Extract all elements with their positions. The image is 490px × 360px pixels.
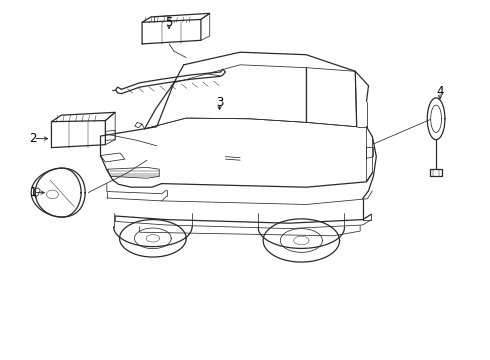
Text: 2: 2 [29, 132, 37, 145]
Text: 4: 4 [436, 85, 444, 98]
Text: 3: 3 [216, 96, 223, 109]
Text: 1: 1 [29, 186, 37, 199]
Text: 5: 5 [165, 16, 173, 29]
